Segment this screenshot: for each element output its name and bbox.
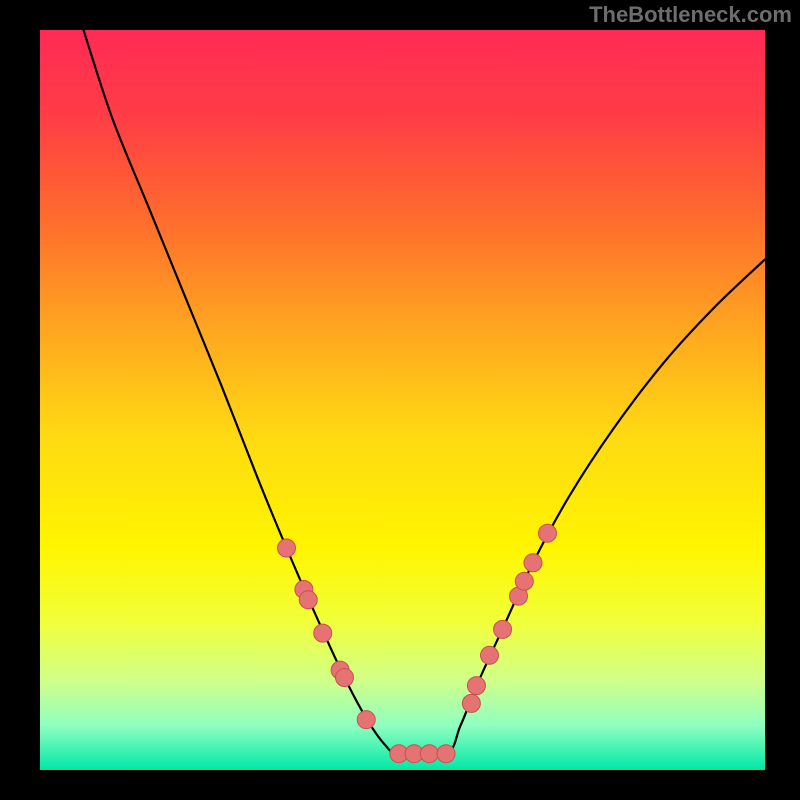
data-marker (524, 554, 542, 572)
data-marker (539, 524, 557, 542)
data-marker (336, 669, 354, 687)
watermark-text: TheBottleneck.com (589, 2, 792, 28)
data-marker (467, 677, 485, 695)
data-marker (357, 711, 375, 729)
data-marker (314, 624, 332, 642)
data-marker (481, 646, 499, 664)
plot-background (40, 30, 765, 770)
data-marker (437, 745, 455, 763)
data-marker (494, 620, 512, 638)
data-marker (462, 694, 480, 712)
data-marker (278, 539, 296, 557)
bottleneck-plot (40, 30, 765, 770)
data-marker (515, 572, 533, 590)
chart-frame: TheBottleneck.com (0, 0, 800, 800)
data-marker (299, 591, 317, 609)
data-marker (420, 745, 438, 763)
